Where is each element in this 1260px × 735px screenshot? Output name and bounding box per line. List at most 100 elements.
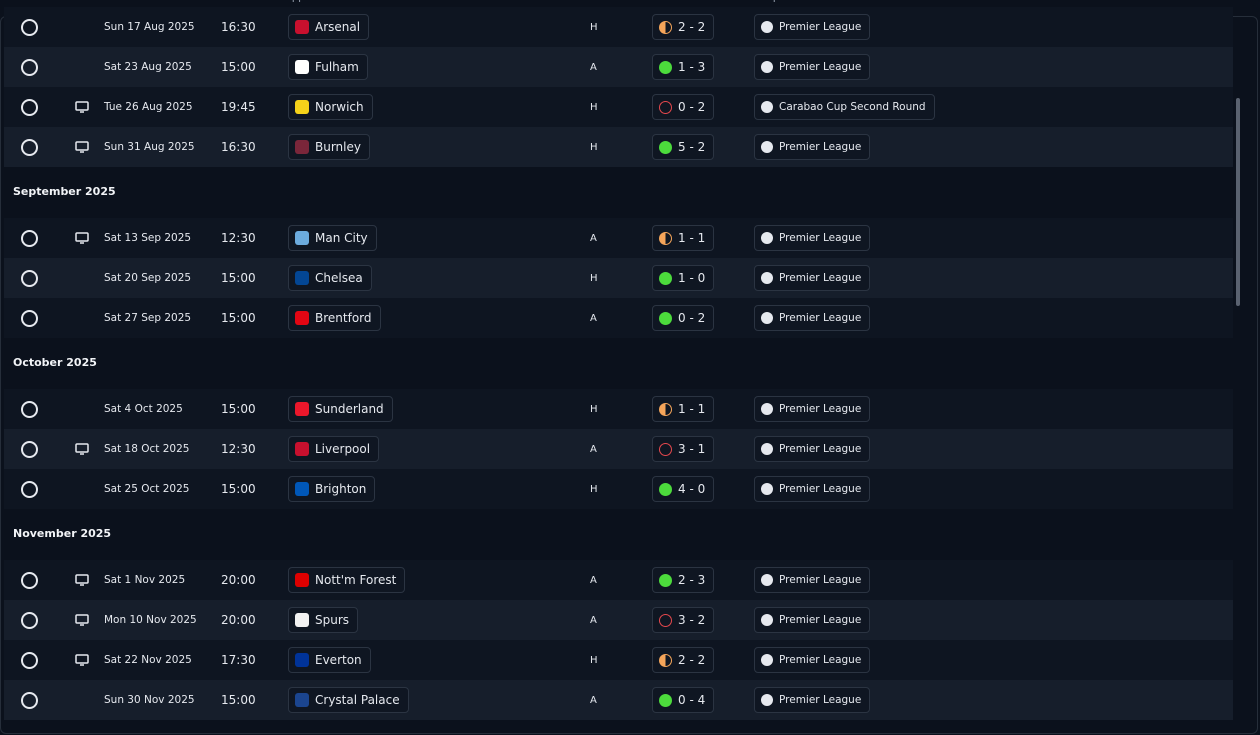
- select-radio[interactable]: [21, 138, 38, 156]
- result-chip[interactable]: 3 - 2: [652, 607, 715, 633]
- opponent-name: Crystal Palace: [315, 693, 400, 707]
- opponent-chip[interactable]: Nott'm Forest: [288, 567, 406, 593]
- competition-badge: [761, 694, 773, 706]
- competition-name: Premier League: [779, 272, 862, 284]
- select-radio[interactable]: [21, 651, 38, 669]
- opponent-chip[interactable]: Brighton: [288, 476, 376, 502]
- fixture-row[interactable]: Sat 1 Nov 2025 20:00 Nott'm Forest A 2 - 3 Pr…: [4, 560, 1233, 600]
- column-header[interactable]: Opposition: [284, 0, 338, 3]
- result-chip[interactable]: 4 - 0: [652, 476, 715, 502]
- column-header[interactable]: TV: [62, 0, 75, 3]
- fixture-row[interactable]: Sat 18 Oct 2025 12:30 Liverpool A 3 - 1 Premi…: [4, 429, 1233, 469]
- fixture-row[interactable]: Sun 30 Nov 2025 15:00 Crystal Palace A 0 - 4…: [4, 680, 1233, 720]
- opponent-chip[interactable]: Norwich: [288, 94, 373, 120]
- result-cell: 0 - 2: [652, 87, 715, 127]
- select-radio[interactable]: [21, 571, 38, 589]
- opponent-chip[interactable]: Chelsea: [288, 265, 372, 291]
- result-indicator: [659, 693, 672, 707]
- competition-cell: Premier League: [754, 600, 871, 640]
- match-date: Sun 31 Aug 2025: [104, 141, 195, 153]
- result-chip[interactable]: 5 - 2: [652, 134, 715, 160]
- scrollbar[interactable]: [1236, 98, 1240, 306]
- select-radio[interactable]: [21, 229, 38, 247]
- competition-cell: Premier League: [754, 429, 871, 469]
- result-chip[interactable]: 1 - 3: [652, 54, 715, 80]
- opponent-chip[interactable]: Brentford: [288, 305, 381, 331]
- select-radio[interactable]: [21, 58, 38, 76]
- competition-chip[interactable]: Premier League: [754, 647, 871, 673]
- fixture-row[interactable]: Tue 26 Aug 2025 19:45 Norwich H 0 - 2 Carabao…: [4, 87, 1233, 127]
- select-radio[interactable]: [21, 691, 38, 709]
- venue: H: [590, 483, 598, 495]
- fixture-row[interactable]: Sat 4 Oct 2025 15:00 Sunderland H 1 - 1 Premi…: [4, 389, 1233, 429]
- venue: A: [590, 232, 597, 244]
- opponent-chip[interactable]: Fulham: [288, 54, 368, 80]
- club-badge: [295, 100, 309, 114]
- competition-chip[interactable]: Premier League: [754, 265, 871, 291]
- match-date: Mon 10 Nov 2025: [104, 614, 197, 626]
- competition-cell: Premier League: [754, 640, 871, 680]
- result-chip[interactable]: 3 - 1: [652, 436, 715, 462]
- select-radio[interactable]: [21, 98, 38, 116]
- select-radio[interactable]: [21, 18, 38, 36]
- column-header[interactable]: Competition: [750, 0, 811, 3]
- result-chip[interactable]: 2 - 2: [652, 647, 715, 673]
- opponent-chip[interactable]: Sunderland: [288, 396, 393, 422]
- select-cell: [21, 298, 38, 338]
- opponent-chip[interactable]: Burnley: [288, 134, 370, 160]
- fixture-row[interactable]: Sat 27 Sep 2025 15:00 Brentford A 0 - 2 Premi…: [4, 298, 1233, 338]
- fixture-row[interactable]: Sat 23 Aug 2025 15:00 Fulham A 1 - 3 Premier …: [4, 47, 1233, 87]
- select-radio[interactable]: [21, 440, 38, 458]
- competition-chip[interactable]: Premier League: [754, 476, 871, 502]
- competition-chip[interactable]: Premier League: [754, 436, 871, 462]
- competition-chip[interactable]: Premier League: [754, 134, 871, 160]
- competition-badge: [761, 614, 773, 626]
- column-header[interactable]: Time: [221, 0, 245, 3]
- column-header[interactable]: Sel: [8, 0, 23, 3]
- result-chip[interactable]: 0 - 4: [652, 687, 715, 713]
- column-header[interactable]: Venue: [586, 0, 617, 3]
- opponent-chip[interactable]: Arsenal: [288, 14, 370, 40]
- competition-chip[interactable]: Premier League: [754, 567, 871, 593]
- opponent-chip[interactable]: Spurs: [288, 607, 359, 633]
- result-chip[interactable]: 0 - 2: [652, 94, 715, 120]
- opposition-cell: Chelsea: [288, 258, 372, 298]
- competition-chip[interactable]: Premier League: [754, 607, 871, 633]
- result-chip[interactable]: 0 - 2: [652, 305, 715, 331]
- opponent-chip[interactable]: Man City: [288, 225, 377, 251]
- competition-chip[interactable]: Premier League: [754, 14, 871, 40]
- competition-chip[interactable]: Premier League: [754, 396, 871, 422]
- opponent-chip[interactable]: Crystal Palace: [288, 687, 409, 713]
- result-chip[interactable]: 2 - 3: [652, 567, 715, 593]
- result-chip[interactable]: 2 - 2: [652, 14, 715, 40]
- fixture-row[interactable]: Sun 31 Aug 2025 16:30 Burnley H 5 - 2 Premier…: [4, 127, 1233, 167]
- result-chip[interactable]: 1 - 1: [652, 396, 715, 422]
- select-cell: [21, 389, 38, 429]
- opponent-chip[interactable]: Everton: [288, 647, 371, 673]
- competition-chip[interactable]: Premier League: [754, 687, 871, 713]
- column-header[interactable]: Date: [104, 0, 128, 3]
- competition-chip[interactable]: Premier League: [754, 54, 871, 80]
- fixture-row[interactable]: Mon 10 Nov 2025 20:00 Spurs A 3 - 2 Premier L…: [4, 600, 1233, 640]
- fixture-row[interactable]: Sat 20 Sep 2025 15:00 Chelsea H 1 - 0 Premier…: [4, 258, 1233, 298]
- opposition-cell: Nott'm Forest: [288, 560, 406, 600]
- fixture-row[interactable]: Sat 13 Sep 2025 12:30 Man City A 1 - 1 Premie…: [4, 218, 1233, 258]
- competition-cell: Premier League: [754, 680, 871, 720]
- competition-chip[interactable]: Carabao Cup Second Round: [754, 94, 935, 120]
- fixture-row[interactable]: Sat 22 Nov 2025 17:30 Everton H 2 - 2 Premier…: [4, 640, 1233, 680]
- select-radio[interactable]: [21, 611, 38, 629]
- fixture-row[interactable]: Sun 17 Aug 2025 16:30 Arsenal H 2 - 2 Premier…: [4, 7, 1233, 47]
- opponent-chip[interactable]: Liverpool: [288, 436, 380, 462]
- competition-chip[interactable]: Premier League: [754, 305, 871, 331]
- column-header[interactable]: Result: [652, 0, 683, 3]
- select-radio[interactable]: [21, 309, 38, 327]
- select-cell: [21, 680, 38, 720]
- result-chip[interactable]: 1 - 1: [652, 225, 715, 251]
- fixture-row[interactable]: Sat 25 Oct 2025 15:00 Brighton H 4 - 0 Premie…: [4, 469, 1233, 509]
- select-radio[interactable]: [21, 480, 38, 498]
- score: 1 - 3: [678, 60, 706, 74]
- select-radio[interactable]: [21, 400, 38, 418]
- select-radio[interactable]: [21, 269, 38, 287]
- result-chip[interactable]: 1 - 0: [652, 265, 715, 291]
- competition-chip[interactable]: Premier League: [754, 225, 871, 251]
